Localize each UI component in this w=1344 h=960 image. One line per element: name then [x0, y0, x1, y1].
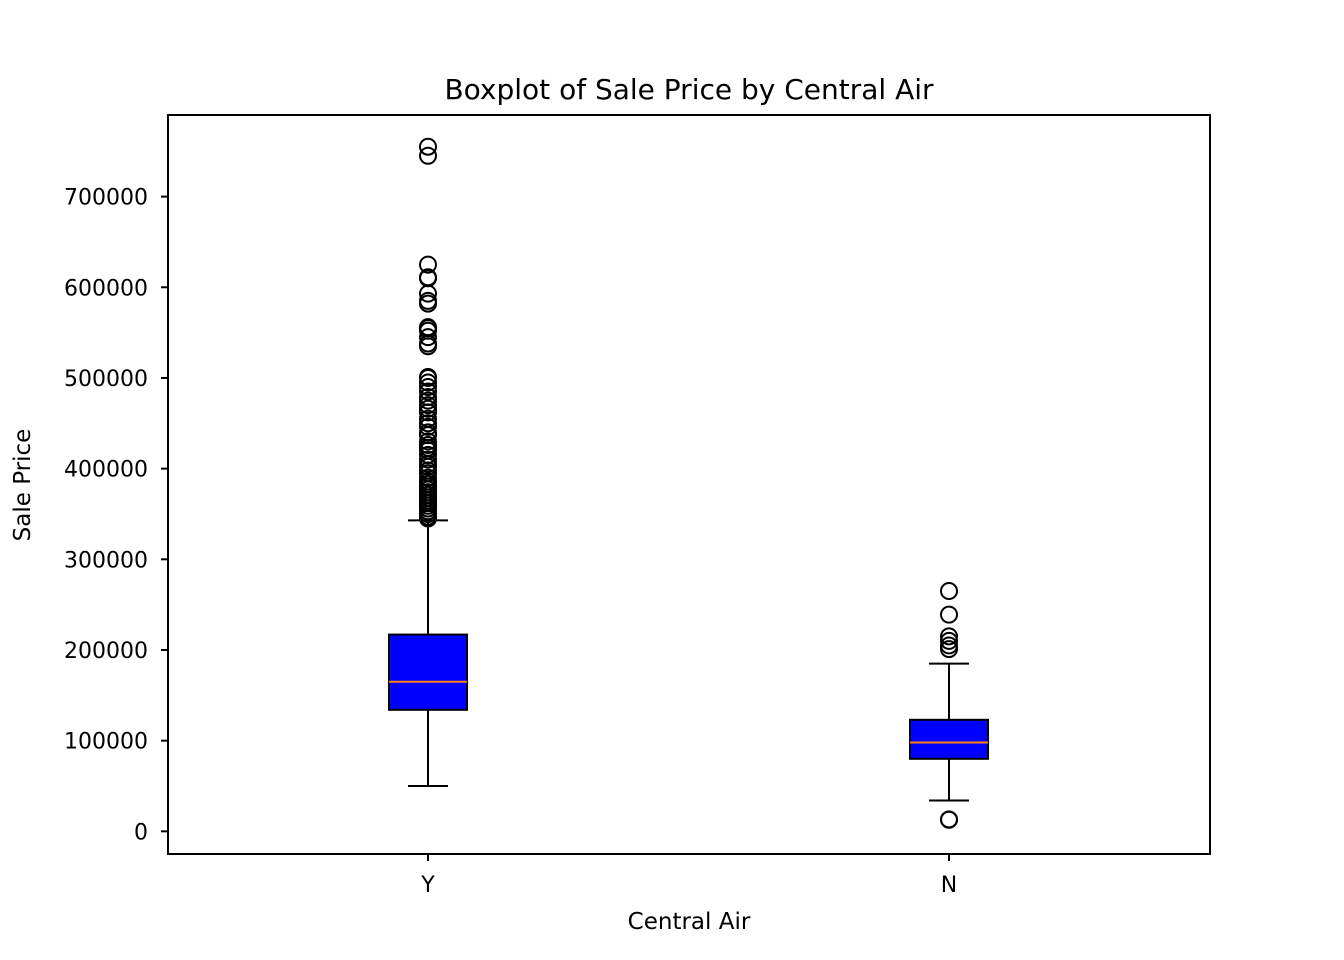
outlier-point [419, 391, 437, 410]
outlier-point [419, 294, 437, 313]
box-group-y [388, 137, 468, 787]
outlier-point [419, 382, 437, 401]
outlier-point [419, 337, 437, 356]
y-tick-label: 400000 [64, 458, 148, 483]
outlier-point [419, 417, 437, 436]
box-group-n [909, 582, 989, 829]
y-tick-label: 700000 [64, 186, 148, 211]
outlier-point [940, 810, 958, 829]
y-axis: 0 100000 200000 300000 400000 500000 600000 700… [64, 186, 168, 845]
iqr-box [388, 633, 468, 711]
plot-area [388, 137, 989, 829]
y-tick-label: 0 [134, 820, 148, 845]
x-tick-label: Y [420, 873, 435, 898]
y-tick-label: 500000 [64, 367, 148, 392]
iqr-box [909, 718, 989, 760]
outlier-point [940, 631, 958, 650]
y-axis-label: Sale Price [10, 429, 36, 542]
outlier-point [940, 640, 958, 659]
y-tick-label: 100000 [64, 730, 148, 755]
y-tick-label: 600000 [64, 276, 148, 301]
outlier-point [419, 328, 437, 347]
outlier-point [419, 255, 437, 274]
outlier-point [419, 146, 437, 165]
outlier-point [419, 509, 437, 528]
outlier-point [419, 378, 437, 397]
plot-frame [167, 114, 1211, 855]
outlier-point [419, 368, 437, 387]
y-tick-label: 300000 [64, 548, 148, 573]
chart-title: Boxplot of Sale Price by Central Air [444, 73, 934, 106]
x-tick-label: N [941, 873, 957, 898]
outlier-point [940, 627, 958, 646]
y-tick-label: 200000 [64, 639, 148, 664]
outlier-point [419, 450, 437, 469]
outlier-point [419, 137, 437, 156]
outlier-point [419, 403, 437, 422]
outlier-point [419, 284, 437, 303]
outlier-point [419, 373, 437, 392]
outlier-point [940, 605, 958, 624]
outlier-point [940, 582, 958, 601]
x-axis-label: Central Air [628, 909, 751, 935]
